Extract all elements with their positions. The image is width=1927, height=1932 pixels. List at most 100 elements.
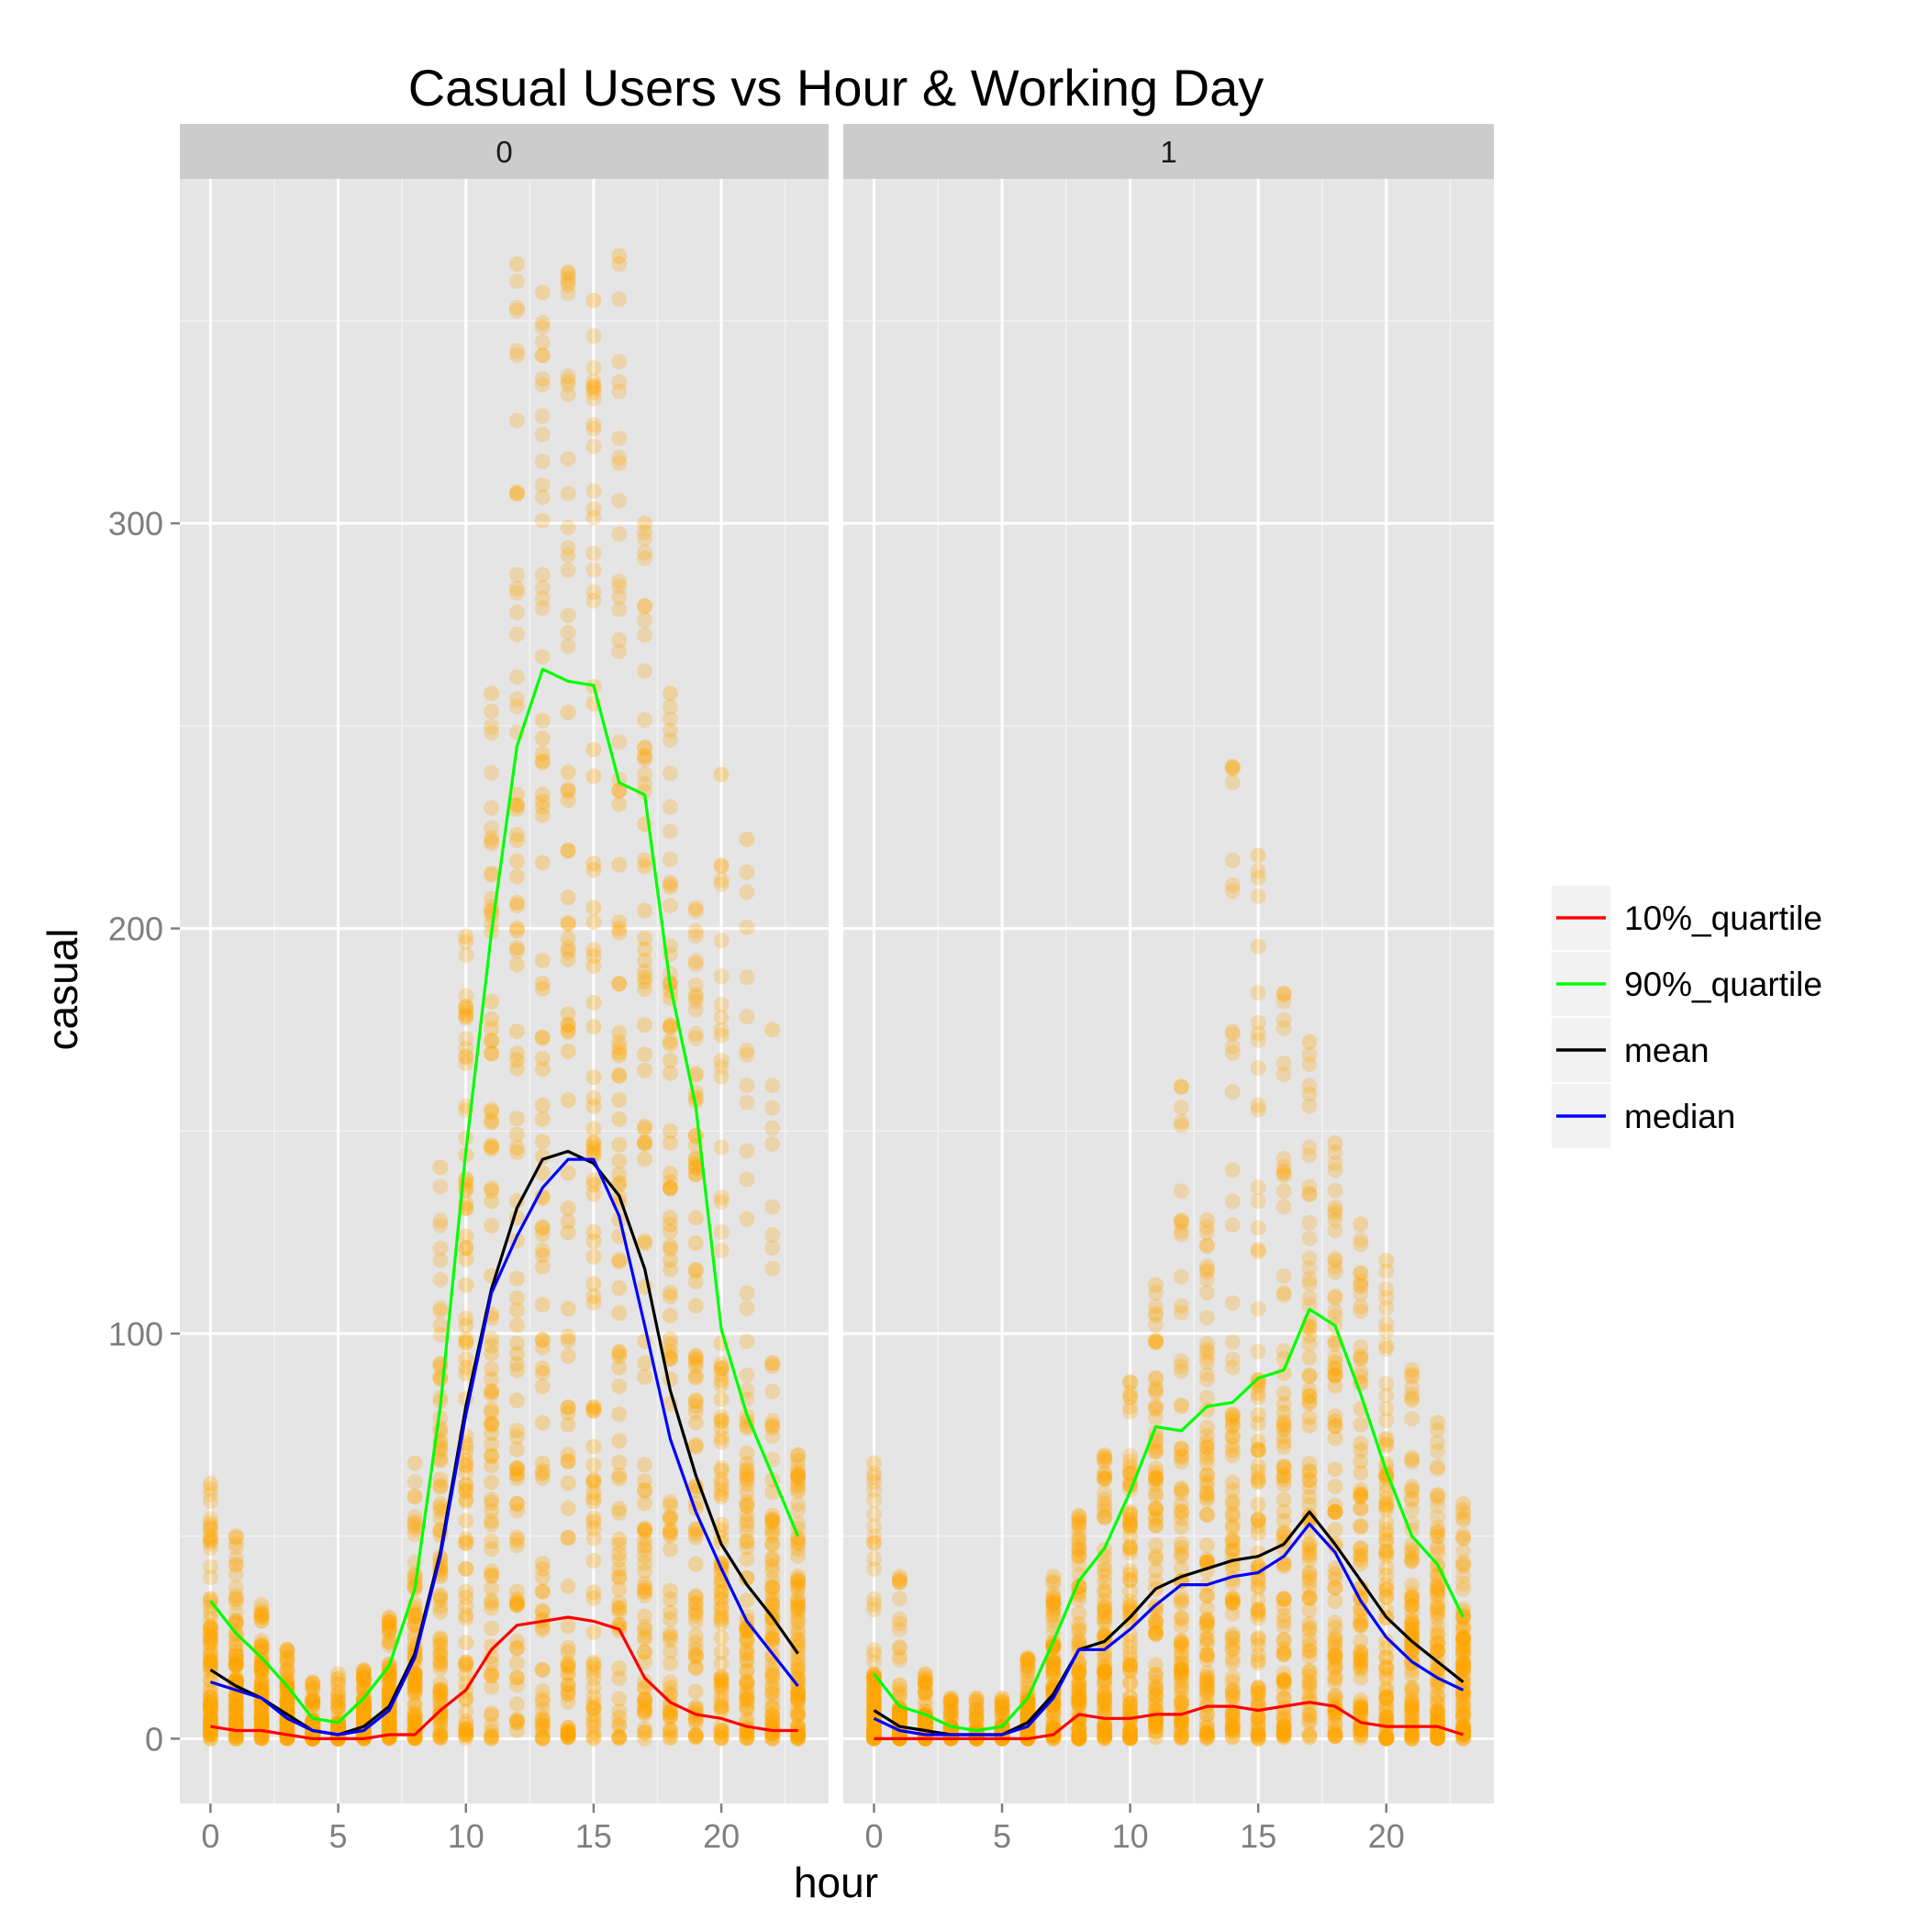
scatter-point [790,1613,807,1629]
scatter-point [1327,1636,1343,1653]
scatter-point [1071,1615,1087,1632]
scatter-point [764,1621,781,1637]
scatter-point [865,1596,882,1613]
scatter-point [1122,1453,1139,1469]
scatter-point [865,1602,882,1618]
scatter-point [891,1571,908,1588]
scatter-point [1404,1577,1420,1593]
scatter-point [865,1455,882,1471]
scatter-point [1224,1193,1241,1210]
scatter-point [381,1669,397,1685]
scatter-point [1097,1446,1113,1463]
scatter-point [865,1680,882,1696]
scatter-point [1019,1694,1036,1711]
scatter-point [637,524,653,541]
scatter-point [1071,1708,1087,1725]
scatter-point [484,1137,500,1154]
scatter-point [585,545,602,562]
scatter-point [253,1660,270,1677]
scatter-point [458,1536,474,1552]
scatter-point [202,1643,218,1659]
scatter-point [1250,1179,1266,1196]
scatter-point [917,1715,933,1732]
scatter-point [228,1703,244,1720]
scatter-point [1097,1730,1113,1747]
scatter-point [381,1681,397,1698]
scatter-point [202,1636,218,1653]
scatter-point [739,1663,755,1680]
scatter-point [917,1670,933,1686]
scatter-point [534,1111,551,1127]
scatter-point [1148,1550,1164,1567]
scatter-point [790,1657,807,1673]
scatter-point [202,1696,218,1713]
scatter-point [1071,1683,1087,1700]
scatter-point [407,1714,423,1730]
scatter-point [484,1404,500,1421]
scatter-point [432,1675,449,1692]
scatter-point [1301,1349,1318,1366]
scatter-point [1071,1728,1087,1745]
scatter-point [432,1451,449,1468]
scatter-point [790,1728,807,1745]
scatter-point [1224,1334,1241,1350]
scatter-point [560,1501,576,1517]
scatter-point [1071,1658,1087,1674]
scatter-point [891,1621,908,1637]
scatter-point [202,1514,218,1531]
scatter-point [1019,1728,1036,1745]
scatter-point [1430,1458,1446,1475]
scatter-point [484,1638,500,1655]
scatter-point [1275,1413,1292,1430]
scatter-point [662,1643,678,1659]
scatter-point [432,1686,449,1703]
scatter-point [1071,1721,1087,1737]
scatter-point [305,1705,321,1722]
scatter-point [1275,1199,1292,1215]
scatter-point [484,1723,500,1739]
scatter-point [611,1167,628,1183]
scatter-point [1071,1664,1087,1681]
scatter-point [432,1496,449,1513]
scatter-point [585,1729,602,1746]
scatter-point [228,1692,244,1709]
scatter-point [407,1673,423,1690]
scatter-point [713,1670,730,1686]
scatter-point [891,1709,908,1725]
scatter-point [611,1025,628,1042]
scatter-point [865,1469,882,1485]
scatter-point [611,1034,628,1051]
scatter-point [432,1217,449,1234]
scatter-point [739,1471,755,1488]
scatter-point [1097,1676,1113,1692]
scatter-point [202,1699,218,1715]
scatter-point [917,1674,933,1691]
scatter-point [484,1592,500,1609]
scatter-point [662,1018,678,1034]
scatter-point [1045,1654,1062,1670]
scatter-point [790,1631,807,1647]
scatter-point [202,1727,218,1744]
scatter-point [917,1686,933,1703]
scatter-point [560,638,576,654]
scatter-point [687,1522,704,1538]
scatter-point [1198,1345,1215,1361]
scatter-point [508,1677,525,1693]
scatter-point [458,988,474,1004]
scatter-point [611,1546,628,1562]
scatter-point [458,1657,474,1673]
scatter-point [534,1148,551,1165]
scatter-point [637,766,653,783]
scatter-point [228,1730,244,1747]
scatter-point [1071,1730,1087,1747]
scatter-point [790,1579,807,1595]
scatter-point [687,1627,704,1644]
scatter-point [1250,1244,1266,1260]
scatter-point [508,1712,525,1728]
scatter-point [942,1701,959,1717]
scatter-point [560,540,576,556]
scatter-point [458,1464,474,1480]
scatter-point [585,1135,602,1152]
scatter-point [790,1684,807,1701]
